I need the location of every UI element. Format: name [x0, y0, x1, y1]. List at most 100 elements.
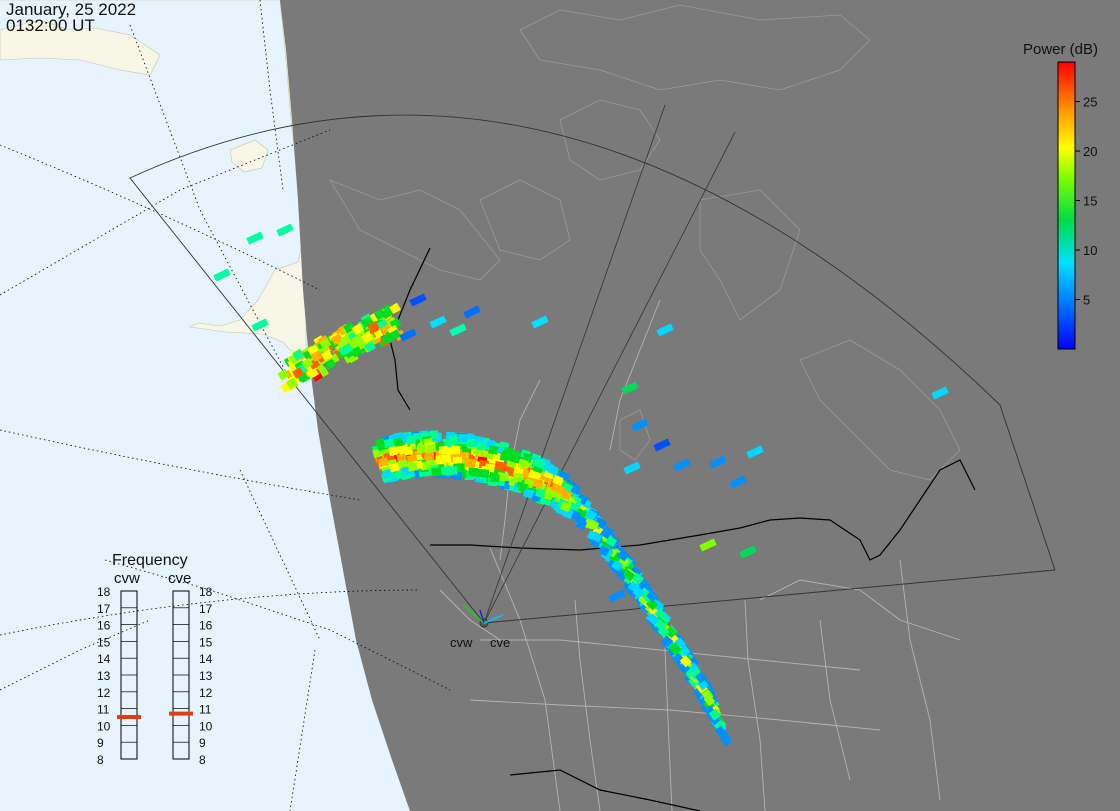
frequency-scale-label: 8 [199, 753, 206, 767]
backscatter-cell [308, 358, 321, 370]
backscatter-cell [479, 468, 490, 478]
backscatter-cell [448, 436, 458, 445]
backscatter-cell [431, 467, 441, 477]
frequency-scale-label: 9 [97, 736, 104, 750]
frequency-scale-label: 13 [199, 669, 213, 683]
frequency-scale-label: 16 [97, 619, 111, 633]
land-outlines [329, 4, 961, 481]
backscatter-cell [246, 231, 264, 245]
backscatter-cell [426, 444, 436, 453]
frequency-scale-label: 11 [97, 703, 110, 717]
backscatter-cell [361, 331, 374, 344]
backscatter-cell [406, 435, 417, 445]
backscatter-cell [678, 644, 691, 657]
colorbar-tick-label: 10 [1083, 243, 1097, 258]
backscatter-cell [339, 334, 352, 347]
backscatter-cell [292, 367, 304, 379]
backscatter-cell [471, 468, 481, 477]
backscatter-cell [575, 515, 587, 527]
backscatter-cell [381, 333, 394, 345]
backscatter-cell [399, 328, 417, 342]
backscatter-cells [213, 223, 949, 747]
backscatter-cell [407, 462, 418, 472]
backscatter-cell [319, 337, 332, 350]
backscatter-cell [586, 518, 599, 531]
backscatter-cell [631, 418, 649, 432]
backscatter-cell [590, 531, 603, 543]
backscatter-cell [531, 315, 549, 329]
backscatter-cell [409, 293, 427, 307]
backscatter-cell [560, 489, 573, 501]
frequency-label-cve: cve [168, 570, 191, 587]
backscatter-cell [397, 459, 409, 470]
backscatter-cell [364, 341, 377, 353]
night-terminator [280, 0, 1120, 811]
backscatter-cell [528, 469, 540, 480]
backscatter-cell [647, 613, 660, 626]
backscatter-cell [350, 345, 363, 358]
backscatter-cell [416, 444, 427, 454]
day-land [0, 0, 312, 357]
frequency-label-cvw: cvw [114, 570, 140, 587]
backscatter-cell [703, 694, 716, 707]
backscatter-cell [330, 333, 343, 346]
backscatter-cell [739, 545, 757, 559]
backscatter-cell [382, 468, 393, 479]
radar-sites: cvw cve [450, 604, 510, 650]
backscatter-cell [616, 569, 628, 582]
backscatter-cell [310, 350, 323, 362]
backscatter-cell [367, 320, 380, 333]
backscatter-cell [441, 454, 451, 463]
backscatter-cell [510, 453, 522, 464]
backscatter-cell [389, 302, 401, 315]
backscatter-cell [277, 368, 290, 381]
colorbar-tick-label: 20 [1083, 144, 1097, 159]
backscatter-cell [679, 655, 692, 668]
backscatter-cell [449, 323, 467, 337]
backscatter-cell [608, 589, 626, 603]
backscatter-cell [495, 461, 506, 472]
power-colorbar: Power (dB) 5 10 15 20 25 [1023, 41, 1098, 350]
frequency-scale: 18 17 16 15 14 13 12 11 10 9 8 18 17 16 15 14 13 12 11 10 9 8 [97, 585, 213, 767]
backscatter-cell [320, 349, 333, 362]
colorbar-tick-label: 5 [1083, 293, 1090, 308]
admin-boundaries [439, 299, 961, 811]
backscatter-cell [695, 671, 707, 684]
backscatter-cell [455, 463, 465, 472]
backscatter-cell [286, 377, 298, 389]
backscatter-cell [213, 268, 231, 282]
backscatter-cell [611, 559, 624, 572]
backscatter-cell [559, 501, 572, 513]
radar-label-cve: cve [490, 635, 510, 650]
backscatter-cell [466, 438, 476, 448]
backscatter-cell [463, 305, 481, 319]
backscatter-cell [594, 516, 606, 529]
backscatter-cell [552, 474, 564, 486]
backscatter-cell [502, 451, 514, 462]
backscatter-cell [623, 569, 636, 582]
backscatter-cell [621, 381, 639, 395]
backscatter-cell [378, 457, 389, 468]
frequency-scale-label: 17 [199, 602, 213, 616]
backscatter-cell [709, 455, 727, 469]
backscatter-cell [458, 433, 468, 443]
backscatter-cell [568, 501, 580, 513]
backscatter-cell [393, 437, 404, 448]
frequency-scale-label: 15 [97, 635, 111, 649]
backscatter-cell [664, 626, 678, 639]
backscatter-cell [398, 445, 409, 455]
backscatter-cell [388, 446, 399, 457]
backscatter-cell [668, 642, 681, 655]
frequency-scale-label: 13 [97, 669, 111, 683]
backscatter-cell [547, 464, 559, 476]
frequency-scale-label: 18 [97, 585, 111, 599]
frequency-scale-label: 15 [199, 635, 213, 649]
radar-label-cvw: cvw [450, 635, 473, 650]
backscatter-cell [661, 635, 674, 648]
backscatter-cell [654, 608, 667, 621]
backscatter-cell [656, 323, 674, 337]
backscatter-cell [653, 438, 671, 452]
backscatter-cell [708, 708, 721, 721]
backscatter-cell [429, 315, 447, 329]
